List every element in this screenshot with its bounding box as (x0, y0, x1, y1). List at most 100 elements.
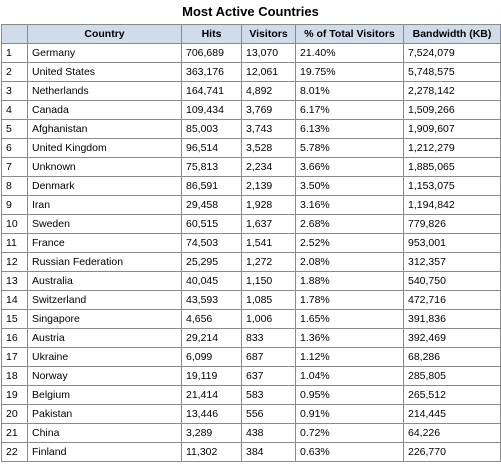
hits-cell: 109,434 (181, 100, 242, 120)
hits-cell: 25,295 (181, 252, 242, 272)
table-row: 9 Iran 29,458 1,928 3.16% 1,194,842 (1, 195, 501, 215)
country-cell: France (27, 233, 182, 253)
table-header-row: Country Hits Visitors % of Total Visitor… (1, 24, 501, 44)
hits-cell: 96,514 (181, 138, 242, 158)
hits-cell: 40,045 (181, 271, 242, 291)
rank-cell: 1 (1, 43, 28, 63)
bandwidth-cell: 285,805 (403, 366, 501, 386)
visitors-cell: 1,928 (241, 195, 296, 215)
country-cell: Australia (27, 271, 182, 291)
country-cell: Germany (27, 43, 182, 63)
country-cell: Russian Federation (27, 252, 182, 272)
visitors-cell: 556 (241, 404, 296, 424)
country-cell: Ukraine (27, 347, 182, 367)
rank-cell: 17 (1, 347, 28, 367)
percent-visitors-cell: 2.08% (295, 252, 404, 272)
visitors-cell: 2,234 (241, 157, 296, 177)
visitors-cell: 833 (241, 328, 296, 348)
country-cell: Denmark (27, 176, 182, 196)
hits-cell: 60,515 (181, 214, 242, 234)
hits-cell: 74,503 (181, 233, 242, 253)
table-row: 21 China 3,289 438 0.72% 64,226 (1, 423, 501, 443)
bandwidth-cell: 540,750 (403, 271, 501, 291)
percent-visitors-cell: 6.17% (295, 100, 404, 120)
column-header-percent-visitors: % of Total Visitors (295, 24, 404, 44)
country-cell: Austria (27, 328, 182, 348)
hits-cell: 19,119 (181, 366, 242, 386)
country-cell: Afghanistan (27, 119, 182, 139)
table-row: 18 Norway 19,119 637 1.04% 285,805 (1, 366, 501, 386)
visitors-cell: 3,743 (241, 119, 296, 139)
bandwidth-cell: 265,512 (403, 385, 501, 405)
bandwidth-cell: 64,226 (403, 423, 501, 443)
percent-visitors-cell: 1.36% (295, 328, 404, 348)
country-cell: Netherlands (27, 81, 182, 101)
country-cell: Pakistan (27, 404, 182, 424)
rank-cell: 20 (1, 404, 28, 424)
percent-visitors-cell: 2.68% (295, 214, 404, 234)
rank-cell: 10 (1, 214, 28, 234)
visitors-cell: 637 (241, 366, 296, 386)
table-body: 1 Germany 706,689 13,070 21.40% 7,524,079 2 Uni… (1, 43, 501, 462)
bandwidth-cell: 68,286 (403, 347, 501, 367)
hits-cell: 85,003 (181, 119, 242, 139)
table-row: 3 Netherlands 164,741 4,892 8.01% 2,278,142 (1, 81, 501, 101)
bandwidth-cell: 953,001 (403, 233, 501, 253)
visitors-cell: 13,070 (241, 43, 296, 63)
visitors-cell: 384 (241, 442, 296, 462)
percent-visitors-cell: 0.91% (295, 404, 404, 424)
percent-visitors-cell: 21.40% (295, 43, 404, 63)
country-cell: United States (27, 62, 182, 82)
country-cell: Canada (27, 100, 182, 120)
visitors-cell: 1,085 (241, 290, 296, 310)
table-row: 12 Russian Federation 25,295 1,272 2.08% 312,… (1, 252, 501, 272)
country-cell: Iran (27, 195, 182, 215)
visitors-cell: 12,061 (241, 62, 296, 82)
table-row: 1 Germany 706,689 13,070 21.40% 7,524,079 (1, 43, 501, 63)
bandwidth-cell: 779,826 (403, 214, 501, 234)
visitors-cell: 438 (241, 423, 296, 443)
rank-cell: 8 (1, 176, 28, 196)
rank-cell: 16 (1, 328, 28, 348)
country-cell: United Kingdom (27, 138, 182, 158)
bandwidth-cell: 1,885,065 (403, 157, 501, 177)
bandwidth-cell: 1,153,075 (403, 176, 501, 196)
rank-cell: 3 (1, 81, 28, 101)
country-cell: Belgium (27, 385, 182, 405)
rank-cell: 22 (1, 442, 28, 462)
rank-cell: 9 (1, 195, 28, 215)
hits-cell: 29,458 (181, 195, 242, 215)
visitors-cell: 1,150 (241, 271, 296, 291)
bandwidth-cell: 312,357 (403, 252, 501, 272)
rank-cell: 14 (1, 290, 28, 310)
column-header-rank (1, 24, 28, 44)
rank-cell: 18 (1, 366, 28, 386)
countries-table: Country Hits Visitors % of Total Visitor… (1, 24, 501, 462)
rank-cell: 11 (1, 233, 28, 253)
percent-visitors-cell: 1.12% (295, 347, 404, 367)
percent-visitors-cell: 1.78% (295, 290, 404, 310)
country-cell: Unknown (27, 157, 182, 177)
bandwidth-cell: 472,716 (403, 290, 501, 310)
hits-cell: 13,446 (181, 404, 242, 424)
percent-visitors-cell: 6.13% (295, 119, 404, 139)
table-row: 7 Unknown 75,813 2,234 3.66% 1,885,065 (1, 157, 501, 177)
table-row: 4 Canada 109,434 3,769 6.17% 1,509,266 (1, 100, 501, 120)
hits-cell: 11,302 (181, 442, 242, 462)
hits-cell: 21,414 (181, 385, 242, 405)
percent-visitors-cell: 0.63% (295, 442, 404, 462)
percent-visitors-cell: 3.16% (295, 195, 404, 215)
hits-cell: 164,741 (181, 81, 242, 101)
visitors-cell: 1,006 (241, 309, 296, 329)
country-cell: Norway (27, 366, 182, 386)
percent-visitors-cell: 3.66% (295, 157, 404, 177)
table-row: 22 Finland 11,302 384 0.63% 226,770 (1, 442, 501, 462)
country-cell: Singapore (27, 309, 182, 329)
country-cell: Switzerland (27, 290, 182, 310)
table-row: 16 Austria 29,214 833 1.36% 392,469 (1, 328, 501, 348)
visitors-cell: 2,139 (241, 176, 296, 196)
table-row: 13 Australia 40,045 1,150 1.88% 540,750 (1, 271, 501, 291)
rank-cell: 7 (1, 157, 28, 177)
country-cell: China (27, 423, 182, 443)
percent-visitors-cell: 0.95% (295, 385, 404, 405)
